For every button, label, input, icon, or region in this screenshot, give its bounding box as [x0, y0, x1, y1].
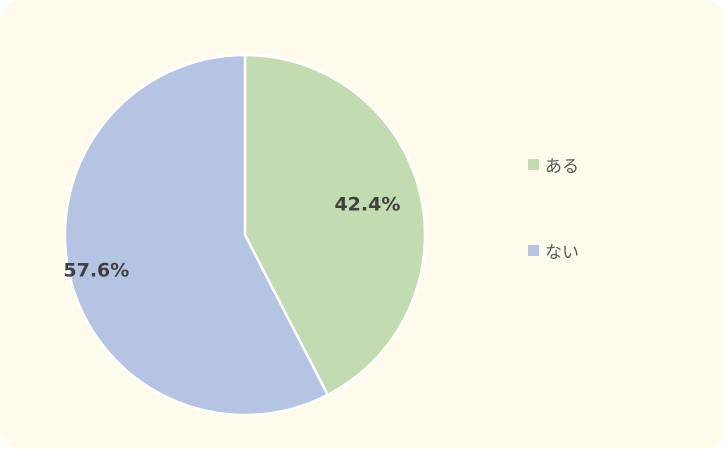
- pie-label-aru: 42.4%: [334, 194, 400, 216]
- legend-label-nai: ない: [545, 242, 579, 263]
- legend-item-aru: ある: [528, 150, 579, 178]
- legend: ある ない: [528, 150, 579, 322]
- legend-item-nai: ない: [528, 236, 579, 264]
- pie-slice-nai: [63, 53, 329, 417]
- pie-slice-aru: [243, 53, 427, 397]
- legend-label-aru: ある: [545, 156, 579, 177]
- pie-label-nai: 57.6%: [63, 260, 129, 282]
- legend-swatch-aru: [528, 158, 539, 170]
- legend-swatch-nai: [528, 244, 539, 256]
